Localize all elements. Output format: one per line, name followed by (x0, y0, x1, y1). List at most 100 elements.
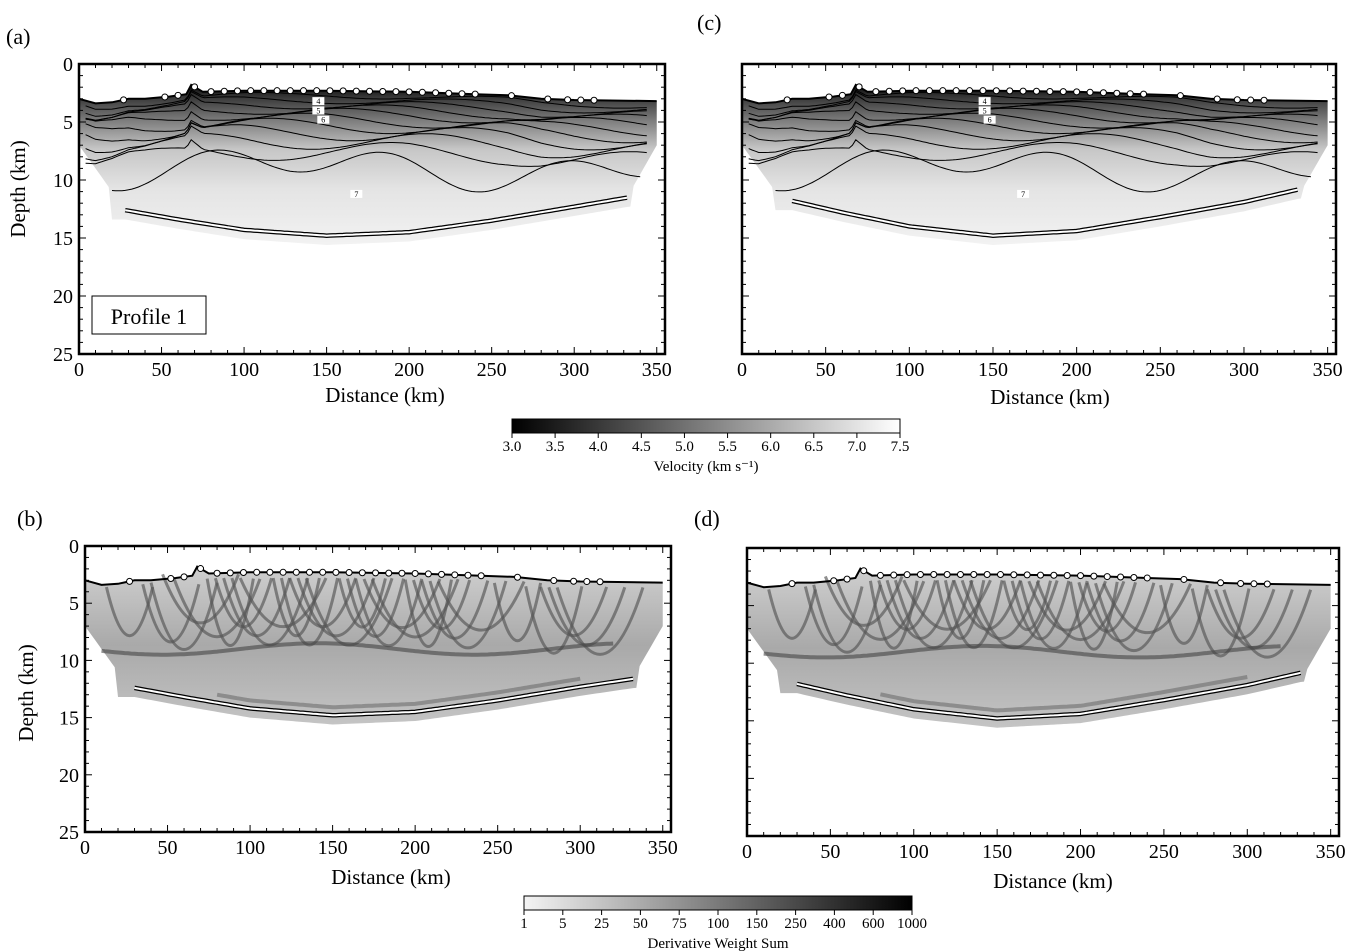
instrument-marker (992, 87, 1000, 95)
instrument-marker (273, 87, 281, 95)
instrument-marker (332, 568, 340, 576)
instrument-marker (939, 87, 947, 95)
instrument-marker (379, 87, 387, 95)
ray-arc (1222, 589, 1313, 659)
instrument-marker (1077, 572, 1085, 580)
x-tick-label: 100 (235, 837, 265, 859)
ray-arc (1205, 588, 1276, 640)
x-tick-label: 50 (820, 841, 840, 863)
dws-colorbar-gradient (523, 895, 913, 911)
x-tick-label: 350 (648, 837, 678, 859)
ray-arc (149, 582, 219, 651)
y-tick-label: 15 (53, 228, 73, 250)
plot-frame (77, 62, 667, 356)
y-tick-label: 5 (69, 593, 79, 615)
y-tick-label: 0 (63, 54, 73, 76)
velocity-contour (748, 112, 1318, 137)
x-tick-label: 0 (74, 359, 84, 381)
instrument-marker (339, 87, 347, 95)
x-tick-label: 200 (1062, 359, 1092, 381)
instrument-marker (233, 87, 241, 95)
velocity-contour (748, 90, 1318, 117)
instrument-marker (418, 88, 426, 96)
instrument-marker (191, 83, 199, 91)
x-tick-label: 0 (737, 359, 747, 381)
x-tick-label: 250 (1145, 359, 1175, 381)
x-tick-label: 100 (899, 841, 929, 863)
instrument-marker (292, 568, 300, 576)
moho-line-inner (134, 677, 634, 717)
instrument-marker (405, 88, 413, 96)
ylabel-b: Depth (km) (14, 644, 38, 741)
instrument-marker (899, 87, 907, 95)
instrument-marker (838, 91, 846, 99)
x-tick-label: 300 (559, 359, 589, 381)
x-tick-label: 300 (1229, 359, 1259, 381)
contour-label-bg (350, 189, 363, 198)
instrument-marker (1073, 88, 1081, 96)
instrument-marker (1006, 87, 1014, 95)
x-tick-label: 250 (1149, 841, 1179, 863)
contour-label-bg (1017, 189, 1030, 198)
colorbar-tick-label: 3.5 (546, 439, 565, 455)
instrument-marker (1063, 571, 1071, 579)
ray-band (763, 643, 1281, 660)
x-tick-label: 100 (229, 359, 259, 381)
x-tick-label: 300 (565, 837, 595, 859)
velocity-contour (748, 89, 1318, 110)
contour-label-bg (312, 97, 325, 106)
velocity-contour (748, 139, 1318, 167)
y-tick-label: 20 (53, 286, 73, 308)
colorbar-tick-label: 4.5 (632, 439, 651, 455)
instrument-marker (885, 87, 893, 95)
x-tick-label: 200 (394, 359, 424, 381)
x-tick-label: 0 (80, 837, 90, 859)
model-body (79, 84, 657, 245)
x-tick-label: 50 (158, 837, 178, 859)
instrument-marker (1263, 580, 1271, 588)
contour-label: 4 (983, 97, 987, 106)
velocity-contour (748, 121, 1318, 153)
colorbar-tick-label: 50 (633, 916, 648, 932)
instrument-marker (788, 580, 796, 588)
instrument-marker (564, 96, 572, 104)
xlabel-b: Distance (km) (331, 865, 451, 889)
instrument-marker (590, 96, 598, 104)
colorbar-tick-label: 5 (559, 916, 567, 932)
instrument-marker (458, 90, 466, 98)
instrument-marker (930, 570, 938, 578)
instrument-marker (970, 570, 978, 578)
velocity-contour (85, 125, 647, 162)
instrument-marker (1032, 87, 1040, 95)
instrument-marker (1103, 573, 1111, 581)
ray-arc (1102, 583, 1192, 635)
velocity-contour (85, 101, 647, 122)
instrument-marker (1217, 579, 1225, 587)
ray-arc (539, 586, 609, 637)
velocity-contour-7 (775, 149, 1311, 193)
xlabel-d: Distance (km) (993, 869, 1113, 893)
instrument-marker (372, 569, 380, 577)
velocity-colorbar: 3.0 3.5 4.0 4.5 5.0 5.5 6.0 6.5 7.0 7.5 Velocity … (503, 418, 910, 475)
instrument-marker (305, 568, 313, 576)
ray-arc (1069, 581, 1119, 651)
instrument-marker (299, 87, 307, 95)
y-tick-label: 10 (59, 650, 79, 672)
instrument-marker (783, 96, 791, 104)
x-tick-label: 350 (642, 359, 672, 381)
instrument-marker (577, 96, 585, 104)
contour-label-bg (978, 106, 991, 115)
velocity-contour (748, 107, 1318, 126)
colorbar-tick-label: 7.5 (891, 439, 910, 455)
instrument-marker (583, 578, 591, 586)
x-tick-label: 200 (400, 837, 430, 859)
panel-label-c: (c) (697, 10, 721, 35)
y-tick-label: 0 (69, 536, 79, 558)
plot-area-c: 456 7 0 50 100 150 200 250 300 350 (737, 62, 1343, 381)
colorbar-tick-label: 6.0 (761, 439, 780, 455)
y-tick-label: 20 (59, 765, 79, 787)
ray-arc (524, 585, 584, 655)
colorbar-tick-label: 100 (707, 916, 730, 932)
x-tick-label: 50 (152, 359, 172, 381)
